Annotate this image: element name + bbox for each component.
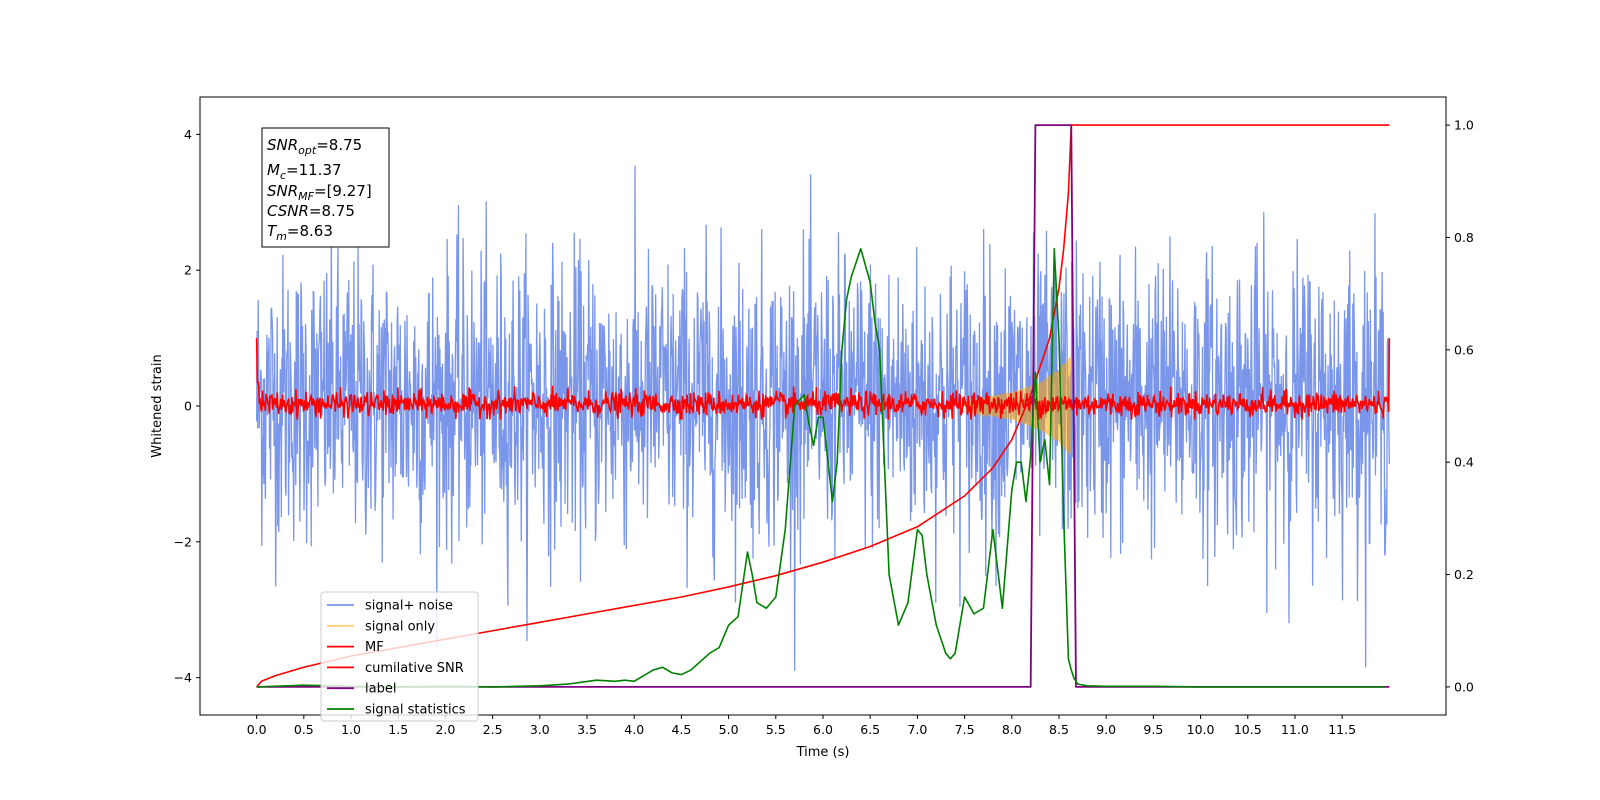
annotation-snr-mf: SNRMF=[9.27]: [267, 182, 372, 203]
x-tick-label: 3.0: [530, 722, 550, 737]
x-tick-label: 11.5: [1328, 722, 1356, 737]
snr-annotation-box: SNRopt=8.75 Mc=11.37 SNRMF=[9.27] CSNR=8…: [261, 127, 390, 248]
x-tick-label: 10.5: [1234, 722, 1262, 737]
x-tick-label: 2.0: [435, 722, 455, 737]
x-tick-label: 0.5: [294, 722, 314, 737]
legend-label: signal statistics: [365, 703, 466, 718]
annotation-frame: [261, 127, 390, 248]
y-tick-label: 4: [184, 127, 192, 142]
x-tick-label: 3.5: [577, 722, 597, 737]
x-tick-label: 6.5: [860, 722, 880, 737]
y-tick-label: −4: [174, 670, 192, 685]
y2-tick-label: 0.8: [1454, 230, 1474, 245]
x-tick-label: 11.0: [1281, 722, 1309, 737]
x-tick-label: 0.0: [247, 722, 267, 737]
y-axis-ticks: −4 −2 0 2 4: [174, 127, 200, 685]
legend-label: signal+ noise: [365, 599, 453, 614]
x-tick-label: 4.5: [671, 722, 691, 737]
series-signal-statistics-line: [256, 247, 1385, 688]
x-tick-label: 8.5: [1049, 722, 1069, 737]
x-tick-label: 2.5: [483, 722, 503, 737]
x-tick-label: 4.0: [624, 722, 644, 737]
x-axis-label: Time (s): [796, 745, 850, 760]
y2-tick-label: 0.6: [1454, 342, 1474, 357]
x-tick-label: 7.5: [955, 722, 975, 737]
legend-label: MF: [365, 640, 384, 655]
x-tick-label: 5.0: [719, 722, 739, 737]
y-tick-label: 0: [184, 399, 192, 414]
x-tick-label: 5.5: [766, 722, 786, 737]
y2-tick-label: 1.0: [1454, 118, 1474, 133]
y-tick-label: 2: [184, 263, 192, 278]
x-tick-label: 6.0: [813, 722, 833, 737]
x-tick-label: 1.0: [341, 722, 361, 737]
y2-tick-label: 0.4: [1454, 455, 1474, 470]
legend-label: label: [365, 682, 396, 697]
x-tick-label: 8.0: [1002, 722, 1022, 737]
x-tick-label: 9.0: [1096, 722, 1116, 737]
annotation-mc: Mc=11.37: [267, 161, 342, 182]
annotation-tm: Tm=8.63: [267, 222, 333, 243]
x-tick-label: 7.0: [907, 722, 927, 737]
legend-label: cumilative SNR: [365, 661, 464, 676]
legend-frame: [320, 591, 479, 722]
x-tick-label: 1.5: [388, 722, 408, 737]
legend: signal+ noise signal only MF cumilative SNR…: [320, 591, 479, 722]
y2-tick-label: 0.0: [1454, 679, 1474, 694]
annotation-csnr: CSNR=8.75: [267, 202, 355, 220]
series-signal-noise-line: [255, 165, 1391, 671]
x-tick-label: 10.0: [1187, 722, 1215, 737]
series-mf-line: [255, 338, 1391, 420]
x-axis-ticks: 0.0 0.5 1.0 1.5 2.0 2.5 3.0 3.5 4.0 4.5 5.0 5.5 6.0 6…: [247, 715, 1356, 737]
x-tick-label: 9.5: [1143, 722, 1163, 737]
legend-label: signal only: [365, 619, 435, 634]
y-tick-label: −2: [174, 534, 192, 549]
y2-axis-ticks: 0.0 0.2 0.4 0.6 0.8 1.0: [1446, 118, 1474, 694]
y2-tick-label: 0.2: [1454, 567, 1474, 582]
annotation-snr-opt: SNRopt=8.75: [267, 136, 362, 157]
y-axis-label: Whitened strain: [150, 354, 165, 457]
